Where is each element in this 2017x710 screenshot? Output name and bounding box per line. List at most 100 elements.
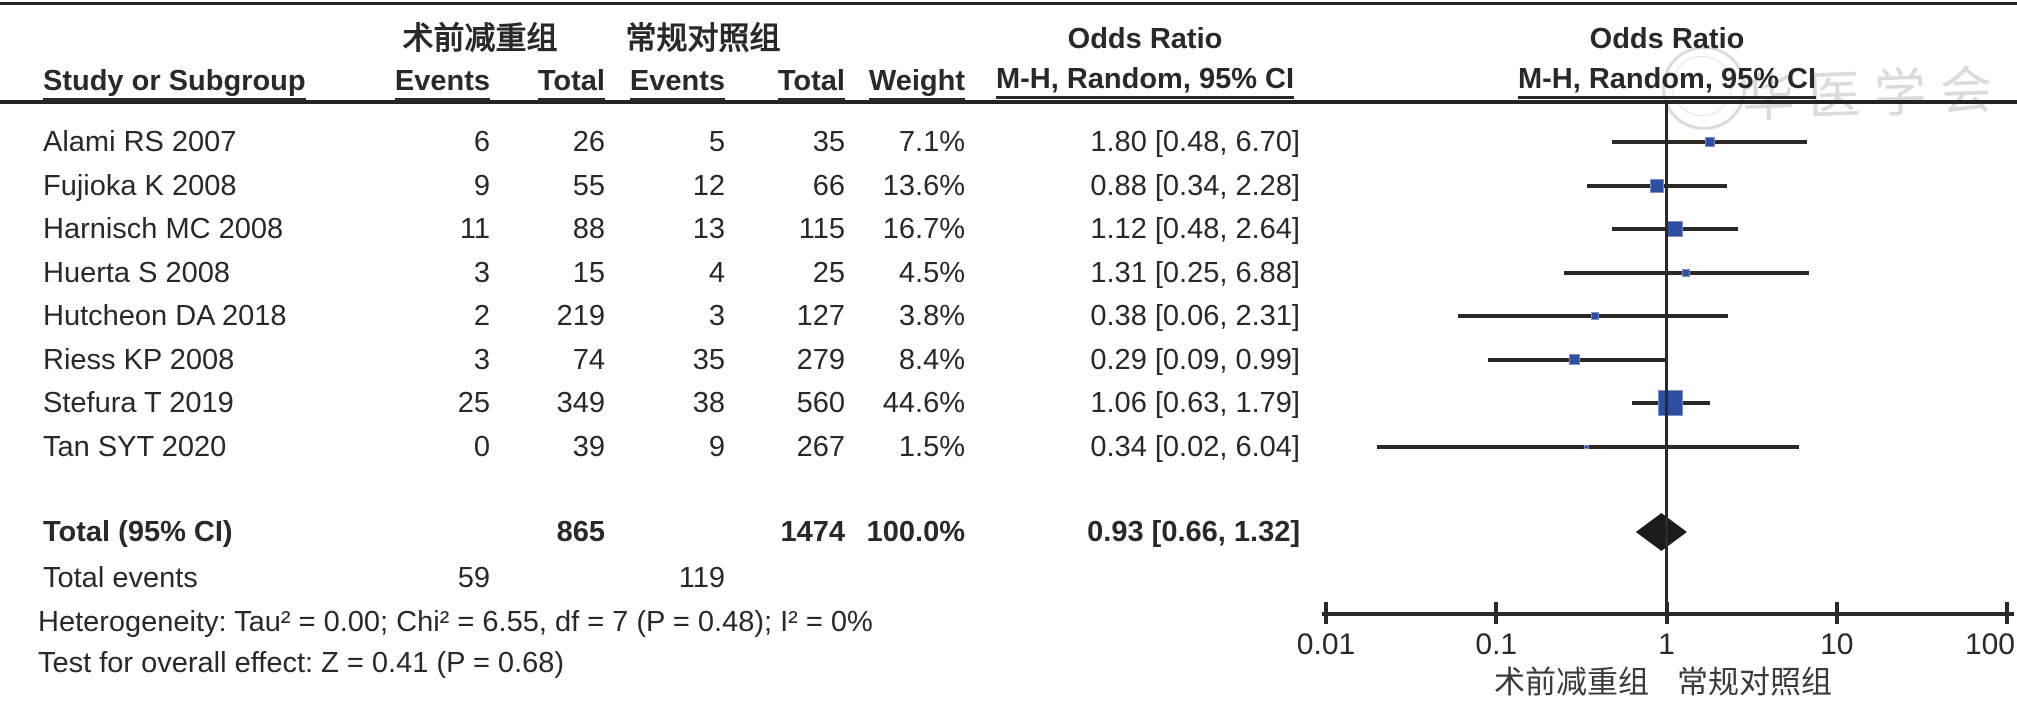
total-row-label: Total (95% CI) — [43, 516, 233, 548]
ci-text: 1.12 [0.48, 2.64] — [1090, 213, 1300, 245]
events-exp: 3 — [473, 344, 490, 376]
axis-tick-label: 10 — [1820, 628, 1854, 661]
total-row-ci-text: 0.93 [0.66, 1.32] — [1087, 516, 1300, 548]
total-ctrl: 279 — [796, 344, 845, 376]
weight: 16.7% — [882, 213, 965, 245]
events-ctrl: 4 — [708, 257, 725, 289]
total-exp: 39 — [572, 431, 605, 463]
total-exp: 26 — [572, 126, 605, 158]
weight: 1.5% — [898, 431, 965, 463]
axis-caption-experimental: 术前减重组 — [1494, 665, 1649, 700]
total-ctrl: 115 — [798, 213, 845, 245]
column-header-events-ctrl-label: Events — [629, 65, 725, 101]
events-ctrl: 5 — [708, 126, 725, 158]
total-ctrl: 560 — [796, 387, 845, 419]
events-exp: 0 — [473, 431, 490, 463]
total-ctrl: 267 — [796, 431, 845, 463]
column-header-weight: Weight — [785, 64, 965, 101]
axis-tick-label: 1 — [1658, 628, 1675, 661]
or-marker — [1584, 444, 1590, 450]
heterogeneity-text: Heterogeneity: Tau² = 0.00; Chi² = 6.55,… — [38, 606, 873, 638]
study-name: Riess KP 2008 — [43, 344, 235, 376]
or-marker — [1569, 354, 1581, 366]
axis-tick-label: 0.1 — [1475, 628, 1518, 661]
column-header-total-exp-label: Total — [537, 65, 605, 101]
total-exp: 15 — [572, 257, 605, 289]
total-exp: 88 — [572, 213, 605, 245]
total-ctrl: 35 — [812, 126, 845, 158]
axis-tick — [1834, 602, 1839, 624]
column-header-events-ctrl: Events — [545, 64, 725, 101]
axis-caption: 术前减重组 常规对照组 — [1494, 657, 1832, 702]
or-plot-header-line1: Odds Ratio — [1589, 23, 1745, 55]
ci-text: 0.88 [0.34, 2.28] — [1090, 170, 1300, 202]
axis-tick — [1664, 602, 1669, 624]
column-header-total-ctrl-label: Total — [777, 65, 845, 101]
pooled-diamond — [1635, 513, 1688, 551]
or-marker — [1650, 178, 1665, 193]
or-marker — [1658, 390, 1684, 416]
axis-tick — [1494, 602, 1499, 624]
weight: 13.6% — [882, 170, 965, 202]
axis-tick-label: 0.01 — [1296, 628, 1356, 661]
or-marker — [1591, 312, 1599, 320]
ci-text: 1.31 [0.25, 6.88] — [1090, 257, 1300, 289]
events-ctrl: 35 — [692, 344, 725, 376]
weight: 7.1% — [898, 126, 965, 158]
weight: 44.6% — [882, 387, 965, 419]
total-events-label: Total events — [43, 562, 198, 594]
events-ctrl: 3 — [708, 300, 725, 332]
total-events-ctrl: 119 — [678, 562, 725, 594]
total-exp: 219 — [556, 300, 605, 332]
or-marker — [1667, 221, 1683, 237]
total-row-total-exp: 865 — [556, 516, 605, 548]
group-header-control: 常规对照组 — [625, 21, 781, 56]
ci-text: 0.29 [0.09, 0.99] — [1090, 344, 1300, 376]
overall-effect-text: Test for overall effect: Z = 0.41 (P = 0… — [38, 647, 565, 679]
column-header-events-exp-label: Events — [394, 65, 490, 101]
total-ctrl: 25 — [812, 257, 845, 289]
weight: 4.5% — [898, 257, 965, 289]
weight: 3.8% — [898, 300, 965, 332]
or-marker — [1682, 268, 1691, 278]
column-header-events-exp: Events — [310, 64, 490, 101]
total-row-weight: 100.0% — [866, 516, 965, 548]
events-ctrl: 9 — [708, 431, 725, 463]
column-header-total-ctrl: Total — [665, 64, 845, 101]
events-exp: 25 — [457, 387, 490, 419]
total-ctrl: 127 — [796, 300, 845, 332]
axis-tick — [1324, 602, 1328, 624]
total-exp: 55 — [572, 170, 605, 202]
total-row-total-ctrl: 1474 — [780, 516, 845, 548]
events-exp: 6 — [473, 126, 490, 158]
total-exp: 349 — [556, 387, 605, 419]
or-text-header-line1: Odds Ratio — [1067, 23, 1223, 55]
ci-text: 0.38 [0.06, 2.31] — [1090, 300, 1300, 332]
ci-text: 1.80 [0.48, 6.70] — [1090, 126, 1300, 158]
total-exp: 74 — [572, 344, 605, 376]
ci-text: 0.34 [0.02, 6.04] — [1090, 431, 1300, 463]
events-exp: 9 — [473, 170, 490, 202]
or-plot-header-line2-label: M-H, Random, 95% CI — [1517, 63, 1817, 99]
axis-tick-label: 100 — [1964, 628, 2015, 661]
events-ctrl: 13 — [692, 213, 725, 245]
column-header-weight-label: Weight — [868, 65, 965, 101]
events-exp: 11 — [459, 213, 490, 245]
or-text-header-line2: M-H, Random, 95% CI — [995, 62, 1295, 99]
study-name: Huerta S 2008 — [43, 257, 231, 289]
ci-text: 1.06 [0.63, 1.79] — [1090, 387, 1300, 419]
null-effect-line — [1665, 104, 1668, 616]
study-name: Fujioka K 2008 — [43, 170, 237, 202]
study-name: Hutcheon DA 2018 — [43, 300, 287, 332]
events-ctrl: 12 — [692, 170, 725, 202]
events-exp: 2 — [473, 300, 490, 332]
total-events-exp: 59 — [457, 562, 490, 594]
or-marker — [1704, 136, 1716, 148]
study-name: Stefura T 2019 — [43, 387, 234, 419]
study-name: Tan SYT 2020 — [43, 431, 227, 463]
header-rule — [0, 100, 2017, 104]
or-plot-header-line2: M-H, Random, 95% CI — [1517, 62, 1817, 99]
column-header-study: Study or Subgroup — [43, 64, 306, 101]
total-ctrl: 66 — [812, 170, 845, 202]
